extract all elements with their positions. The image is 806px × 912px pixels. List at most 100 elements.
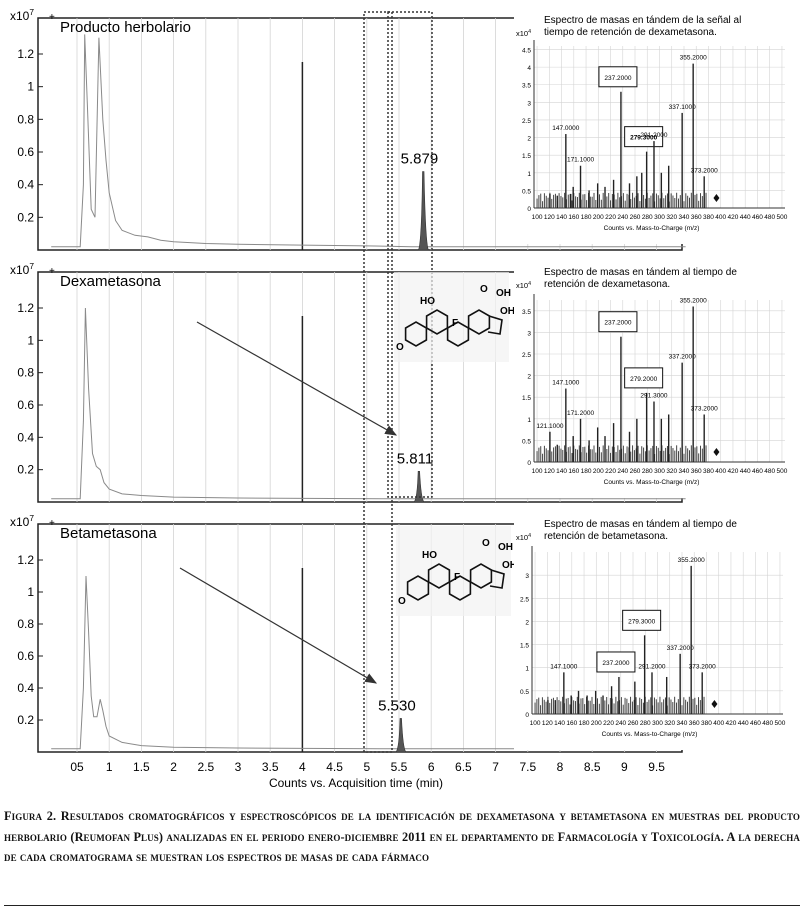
y-tick-label: 0.8 bbox=[17, 366, 34, 380]
mz-tick-label: 280 bbox=[642, 214, 653, 221]
time-axis: 05 1 1.5 2 2.5 3 3.5 4 4.5 5 5.5 6 6.5 7 7.5 8 8.5 9 9.5 Co… bbox=[70, 760, 665, 790]
y-tick-label: 1.2 bbox=[17, 301, 34, 315]
x-tick-label: 3.5 bbox=[262, 760, 279, 774]
ms-spectrum-producto: 100 120 140 160 180 200 220 240 260 280 300 320 340 3… bbox=[514, 14, 788, 244]
x-tick-label: 4.5 bbox=[326, 760, 343, 774]
peak-label: 237.2000 bbox=[604, 320, 631, 327]
peak-rt-label: 5.530 bbox=[378, 697, 416, 714]
intensity-tick-label: 2 bbox=[525, 619, 529, 626]
mz-tick-label: 100 bbox=[532, 468, 543, 475]
atom-label: HO bbox=[420, 296, 435, 307]
x-tick-label: 9 bbox=[621, 760, 628, 774]
mz-tick-label: 320 bbox=[666, 214, 677, 221]
mz-tick-label: 100 bbox=[530, 720, 541, 727]
x-tick-label: 2 bbox=[170, 760, 177, 774]
precursor-marker bbox=[711, 700, 718, 708]
x-tick-label: 3 bbox=[235, 760, 242, 774]
peak-rt-label: 5.879 bbox=[401, 151, 439, 168]
mz-tick-label: 300 bbox=[652, 720, 663, 727]
ms-spectrum-betametasona: 100 120 140 160 180 200 220 240 260 280 300 320 340 3… bbox=[514, 518, 786, 750]
mz-tick-label: 480 bbox=[762, 720, 773, 727]
mz-tick-label: 220 bbox=[605, 214, 616, 221]
atom-label: HO bbox=[422, 550, 437, 561]
intensity-tick-label: 3.5 bbox=[522, 309, 531, 316]
y-tick-label: 1.2 bbox=[17, 553, 34, 567]
mz-tick-label: 260 bbox=[630, 468, 641, 475]
chromatogram-figure: 0.2 0.4 0.6 0.8 1 1.2 x107 + Producto herbolario… bbox=[10, 7, 788, 790]
y-tick-label: 0.8 bbox=[17, 112, 34, 126]
chromatogram-betametasona: 0.2 0.4 0.6 0.8 1 1.2 x107 + Betametasona 5.530 bbox=[10, 513, 686, 753]
intensity-tick-label: 1.5 bbox=[520, 643, 529, 650]
intensity-tick-label: 0.5 bbox=[520, 689, 529, 696]
x-tick-label: 2.5 bbox=[197, 760, 214, 774]
mz-tick-label: 260 bbox=[628, 720, 639, 727]
peak-label: 373.2000 bbox=[691, 167, 718, 174]
analyte-peak bbox=[395, 718, 407, 753]
mz-tick-label: 280 bbox=[640, 720, 651, 727]
mz-tick-label: 100 bbox=[532, 214, 543, 221]
mz-tick-label: 260 bbox=[630, 214, 641, 221]
highlight-box-narrow bbox=[387, 11, 433, 498]
intensity-tick-label: 1.5 bbox=[522, 395, 531, 402]
mz-tick-label: 480 bbox=[764, 214, 775, 221]
polarity-plus: + bbox=[49, 266, 55, 277]
intensity-tick-label: 1 bbox=[527, 417, 531, 424]
precursor-marker bbox=[713, 448, 720, 456]
intensity-tick-label: 2.5 bbox=[520, 596, 529, 603]
atom-label: OH bbox=[502, 560, 517, 571]
x-tick-label: 7 bbox=[492, 760, 499, 774]
spectrum-title-line: Espectro de masas en tándem al tiempo de bbox=[544, 267, 737, 278]
mz-tick-label: 380 bbox=[703, 214, 714, 221]
structure-betametasona: O HO F O OH OH bbox=[396, 526, 517, 616]
peak-label-box bbox=[598, 66, 638, 88]
chromatogram-trace bbox=[51, 34, 686, 248]
highlight-box-wide bbox=[363, 11, 393, 753]
atom-label: F bbox=[452, 318, 458, 329]
peak-label: 279.2000 bbox=[630, 376, 657, 383]
peak-label: 337.2000 bbox=[667, 645, 694, 652]
mz-tick-label: 500 bbox=[777, 214, 788, 221]
atom-label: O bbox=[398, 596, 406, 607]
chromatogram-title: Producto herbolario bbox=[60, 19, 191, 36]
peak-label: 355.2000 bbox=[680, 55, 707, 62]
spectrum-multiplier: x104 bbox=[516, 533, 531, 542]
x-tick-label: 8.5 bbox=[584, 760, 601, 774]
spectrum-title-line: tiempo de retención de dexametasona. bbox=[544, 27, 717, 38]
mz-tick-label: 240 bbox=[617, 214, 628, 221]
chromatogram-trace bbox=[51, 307, 686, 500]
mz-tick-label: 340 bbox=[679, 468, 690, 475]
peak-label: 355.2000 bbox=[680, 297, 707, 304]
peak-label: 337.2000 bbox=[669, 354, 696, 361]
intensity-tick-label: 3 bbox=[527, 330, 531, 337]
mz-tick-label: 120 bbox=[544, 214, 555, 221]
peak-label: 337.1000 bbox=[669, 104, 696, 111]
mz-tick-label: 140 bbox=[556, 468, 567, 475]
spectrum-title-line: retención de dexametasona. bbox=[544, 279, 670, 290]
y-tick-label: 0.2 bbox=[17, 210, 34, 224]
peak-label: 373.2000 bbox=[689, 663, 716, 670]
intensity-tick-label: 4.5 bbox=[522, 48, 531, 55]
mz-tick-label: 460 bbox=[752, 468, 763, 475]
intensity-tick-label: 2.5 bbox=[522, 118, 531, 125]
x-tick-label: 6.5 bbox=[455, 760, 472, 774]
mz-tick-label: 240 bbox=[617, 468, 628, 475]
mz-tick-label: 160 bbox=[568, 468, 579, 475]
atom-label: O bbox=[480, 284, 488, 295]
mz-tick-label: 360 bbox=[689, 720, 700, 727]
spectrum-xlabel: Counts vs. Mass-to-Charge (m/z) bbox=[602, 731, 698, 738]
spectrum-background bbox=[514, 518, 786, 750]
x-axis-title: Counts vs. Acquisition time (min) bbox=[269, 776, 443, 790]
y-tick-label: 0.4 bbox=[17, 681, 34, 695]
mz-tick-label: 320 bbox=[664, 720, 675, 727]
structure-dexametasona: O HO F O OH OH bbox=[394, 272, 515, 362]
mz-tick-label: 200 bbox=[593, 214, 604, 221]
ring-bond bbox=[425, 309, 449, 335]
peak-rt-label: 5.811 bbox=[397, 450, 433, 467]
y-multiplier-label: x107 bbox=[10, 261, 34, 277]
mz-tick-label: 440 bbox=[740, 468, 751, 475]
intensity-tick-label: 0 bbox=[525, 712, 529, 719]
atom-label: O bbox=[396, 342, 404, 353]
atom-label: F bbox=[454, 572, 460, 583]
mz-tick-label: 220 bbox=[603, 720, 614, 727]
spectrum-title-line: retención de betametasona. bbox=[544, 531, 668, 542]
